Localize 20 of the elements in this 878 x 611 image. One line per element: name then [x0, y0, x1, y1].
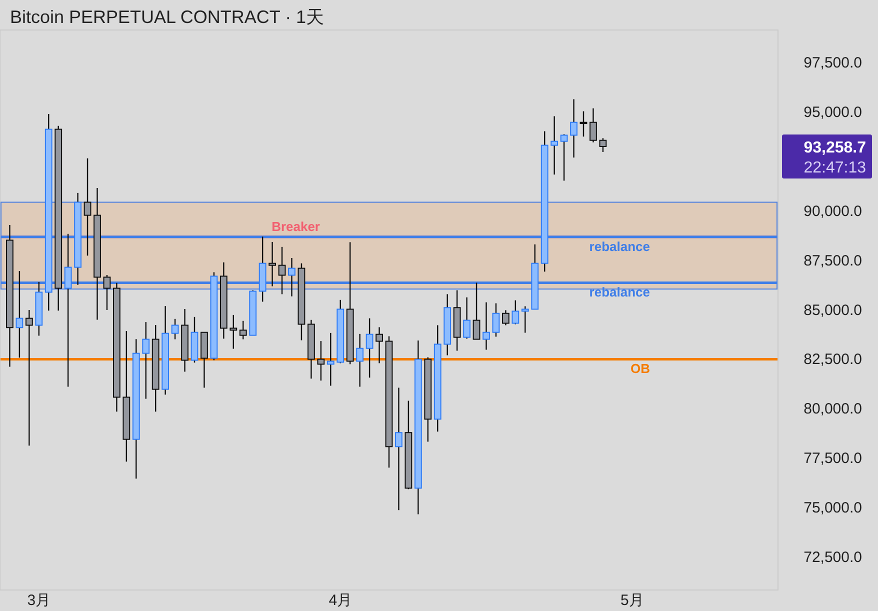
- ref-line-label: rebalance: [589, 284, 650, 300]
- y-tick-label: 75,000.0: [804, 500, 862, 517]
- chart-title: Bitcoin PERPETUAL CONTRACT · 1天: [10, 7, 324, 27]
- y-tick-label: 95,000.0: [804, 104, 862, 122]
- y-tick-label: 82,500.0: [804, 351, 862, 368]
- y-tick-label: 97,500.0: [804, 54, 862, 72]
- x-tick-label: 5月: [620, 592, 644, 609]
- x-tick-label: 3月: [27, 592, 51, 609]
- y-tick-label: 80,000.0: [804, 400, 862, 418]
- ref-line-label: Breaker: [272, 218, 320, 234]
- y-tick-label: 77,500.0: [804, 450, 862, 468]
- x-tick-label: 4月: [328, 592, 352, 609]
- ref-line-label: rebalance: [589, 238, 650, 254]
- y-tick-label: 87,500.0: [804, 252, 862, 270]
- y-tick-label: 85,000.0: [804, 302, 862, 319]
- y-tick-label: 90,000.0: [804, 202, 862, 220]
- y-tick-label: 72,500.0: [804, 548, 862, 566]
- text: 93,258.7: [804, 139, 866, 156]
- text: 22:47:13: [804, 159, 866, 176]
- ref-line-label: OB: [630, 361, 650, 376]
